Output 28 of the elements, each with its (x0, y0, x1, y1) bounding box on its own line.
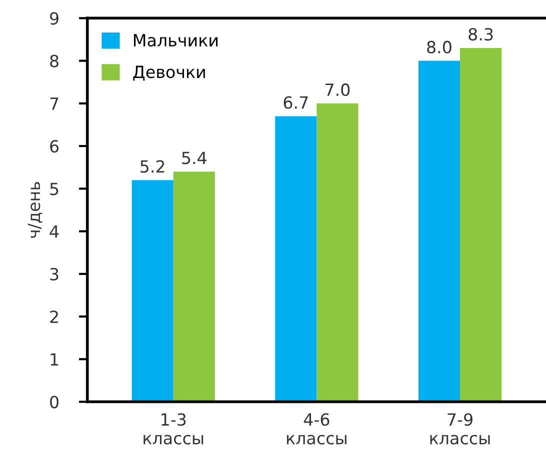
x-tick-label: 4-6 классы (286, 413, 346, 444)
bar (460, 48, 502, 402)
y-tick-label: 9 (50, 12, 58, 25)
y-tick-label: 4 (50, 225, 59, 238)
data-label: 7.0 (326, 83, 350, 96)
y-tick-label: 8 (50, 54, 58, 68)
data-label: 8.3 (468, 28, 493, 41)
y-tick-label: 1 (50, 353, 58, 366)
data-label: 8.0 (427, 40, 452, 54)
data-label: 5.2 (140, 160, 164, 173)
legend-label: Девочки (133, 66, 205, 81)
bar (316, 103, 358, 402)
y-tick-label: 6 (50, 140, 59, 153)
y-axis-title: ч/день (28, 182, 42, 238)
bar (275, 116, 317, 402)
y-tick-label: 2 (50, 310, 58, 323)
y-tick-label: 0 (50, 396, 58, 408)
bar (132, 180, 174, 402)
legend-label: Мальчики (134, 34, 218, 47)
y-tick-label: 5 (50, 182, 58, 196)
y-tick-label: 3 (50, 268, 58, 280)
data-label: 5.4 (182, 152, 206, 164)
x-tick-label: 7-9 классы (430, 413, 490, 444)
y-tick-label: 7 (50, 98, 58, 110)
bar (173, 172, 215, 402)
bar (418, 60, 460, 402)
data-label: 6.7 (284, 96, 308, 109)
x-tick-label: 1-3 классы (144, 413, 204, 444)
